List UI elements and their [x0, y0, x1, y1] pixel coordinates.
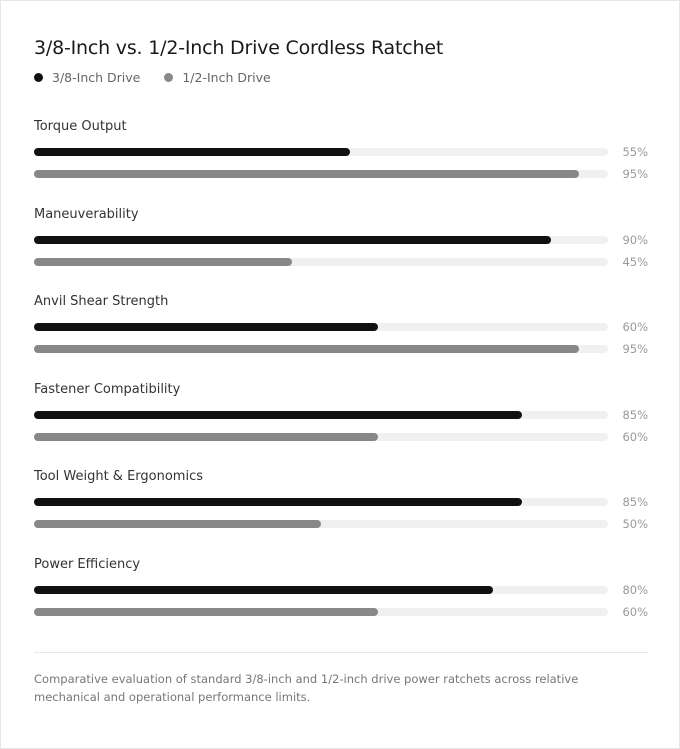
bar — [34, 148, 350, 156]
data-label: 95% — [622, 167, 648, 181]
bar — [34, 432, 378, 441]
category-label: Tool Weight & Ergonomics — [34, 469, 203, 485]
bar-track — [34, 170, 608, 178]
bar-track — [34, 498, 608, 507]
bar — [34, 607, 378, 616]
bar-track — [34, 410, 608, 419]
legend-swatch-series-1 — [34, 73, 43, 82]
legend-item-series-1: 3/8-Inch Drive — [34, 70, 140, 85]
legend-label-series-2: 1/2-Inch Drive — [182, 70, 271, 85]
category-label: Fastener Compatibility — [34, 381, 181, 397]
bar-row: 80% — [34, 582, 654, 598]
bar-row: 45% — [34, 254, 654, 270]
bar-track — [34, 432, 608, 441]
data-label: 60% — [622, 429, 648, 444]
bar-row: 95% — [34, 341, 654, 357]
bar — [34, 323, 378, 332]
bar-track — [34, 345, 608, 354]
bar — [34, 170, 579, 178]
bar-track — [34, 148, 608, 156]
bar-row: 60% — [34, 429, 654, 445]
bar-row: 60% — [34, 604, 654, 620]
bar-track — [34, 520, 608, 529]
bar-row: 60% — [34, 319, 654, 335]
bar-row: 90% — [34, 232, 654, 248]
bar-track — [34, 323, 608, 332]
metric-group: Power Efficiency 80% 60% — [34, 557, 654, 645]
bar — [34, 257, 292, 266]
data-label: 50% — [622, 517, 648, 532]
bar — [34, 520, 321, 529]
legend-label-series-1: 3/8-Inch Drive — [52, 70, 141, 85]
footnote: Comparative evaluation of standard 3/8-i… — [34, 672, 579, 704]
bar-track — [34, 607, 608, 616]
data-label: 60% — [622, 604, 648, 619]
legend-swatch-series-2 — [164, 73, 174, 82]
metric-group: Fastener Compatibility 85% 60% — [34, 382, 654, 470]
metric-list: Torque Output 55% 95% Maneuverability 90% 45%… — [34, 119, 654, 645]
metric-group: Tool Weight & Ergonomics 85% 50% — [34, 469, 654, 557]
chart-title: 3/8-Inch vs. 1/2-Inch Drive Cordless Rat… — [34, 37, 444, 59]
data-label: 60% — [622, 320, 648, 335]
divider — [34, 652, 648, 653]
data-label: 85% — [622, 495, 648, 510]
bar-row: 55% — [34, 144, 654, 160]
bar — [34, 498, 522, 507]
bar — [34, 235, 551, 244]
data-label: 45% — [622, 254, 648, 269]
bar-track — [34, 257, 608, 266]
metric-group: Torque Output 55% 95% — [34, 119, 654, 207]
bar-track — [34, 585, 608, 594]
data-label: 95% — [622, 342, 648, 357]
legend-item-series-2: 1/2-Inch Drive — [164, 70, 271, 85]
bar-row: 95% — [34, 166, 654, 182]
metric-group: Maneuverability 90% 45% — [34, 207, 654, 295]
category-label: Anvil Shear Strength — [34, 294, 169, 310]
bar-track — [34, 235, 608, 244]
data-label: 85% — [622, 407, 648, 422]
category-label: Maneuverability — [34, 206, 139, 222]
bar — [34, 410, 522, 419]
category-label: Torque Output — [34, 119, 127, 134]
bar-row: 50% — [34, 516, 654, 532]
data-label: 90% — [622, 232, 648, 247]
data-label: 80% — [622, 582, 648, 597]
data-label: 55% — [622, 145, 648, 159]
bar — [34, 585, 493, 594]
bar — [34, 345, 579, 354]
metric-group: Anvil Shear Strength 60% 95% — [34, 294, 654, 382]
legend: 3/8-Inch Drive 1/2-Inch Drive — [34, 70, 271, 85]
bar-row: 85% — [34, 407, 654, 423]
bar-row: 85% — [34, 494, 654, 510]
category-label: Power Efficiency — [34, 556, 141, 572]
